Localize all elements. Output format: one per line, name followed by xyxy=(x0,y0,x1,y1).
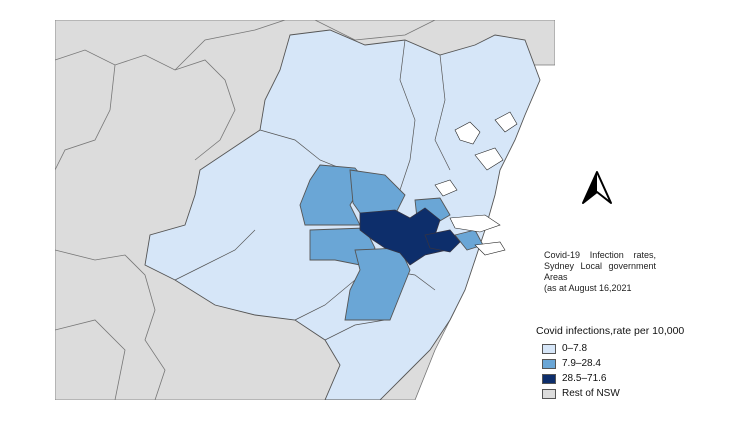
caption-line-3: Areas xyxy=(544,272,568,282)
map-caption: Covid-19 Infection rates, Sydney Local g… xyxy=(544,250,664,294)
legend-title: Covid infections,rate per 10,000 xyxy=(536,325,685,337)
legend-label: 28.5–71.6 xyxy=(562,373,607,384)
north-arrow-icon xyxy=(582,171,612,204)
rest-of-nsw-borders xyxy=(55,20,436,400)
legend-label: Rest of NSW xyxy=(562,388,620,399)
map-svg xyxy=(55,20,555,400)
legend-swatch xyxy=(542,343,556,354)
legend-label: 0–7.8 xyxy=(562,343,588,354)
map-legend: Covid infections,rate per 10,000 0–7.8 7… xyxy=(536,325,684,401)
legend-swatch xyxy=(542,373,556,384)
caption-line-2: Sydney Local government xyxy=(544,261,656,271)
coastline-details xyxy=(434,111,518,256)
legend-item: 28.5–71.6 xyxy=(542,371,684,386)
choropleth-map[interactable] xyxy=(55,20,555,400)
legend-label: 7.9–28.4 xyxy=(562,358,601,369)
legend-swatch xyxy=(542,388,556,399)
legend-swatch xyxy=(542,358,556,369)
legend-item: 0–7.8 xyxy=(542,341,684,356)
lga-dark-east xyxy=(424,229,461,253)
caption-line-4: (as at August 16,2021 xyxy=(544,283,632,293)
sydney-lga-medium-regions xyxy=(299,164,484,321)
sydney-lga-dark-regions xyxy=(359,207,461,266)
legend-item: Rest of NSW xyxy=(542,386,684,401)
legend-item: 7.9–28.4 xyxy=(542,356,684,371)
caption-line-1: Covid-19 Infection rates, xyxy=(544,250,656,260)
